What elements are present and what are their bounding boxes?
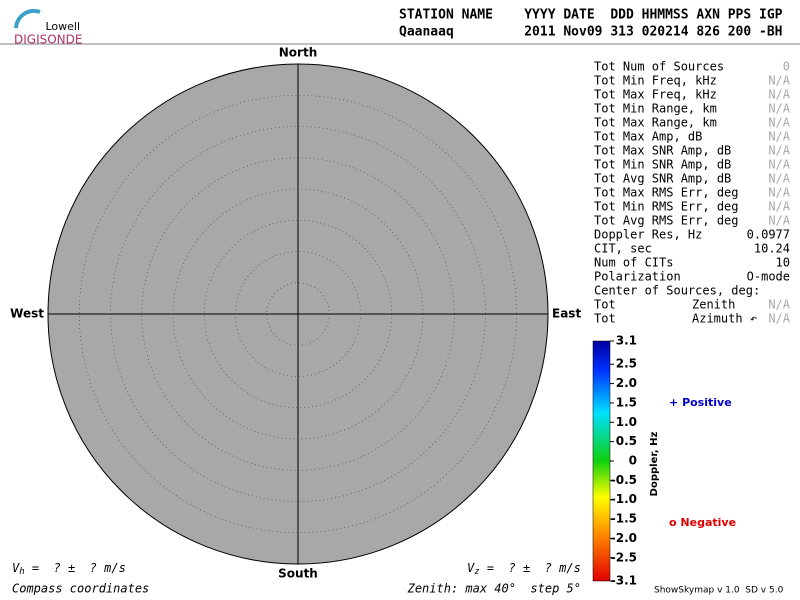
zenith-note: Zenith: max 40° step 5° [407, 582, 581, 596]
stat-label: Center of Sources, deg: [594, 284, 760, 298]
colorbar-tick-label: 1.0 [616, 415, 637, 429]
colorbar-tick-label: -2.0 [611, 531, 637, 545]
stat-label: Tot Avg RMS Err, deg [594, 214, 739, 228]
stat-label: Tot Max Amp, dB [594, 130, 702, 144]
colorbar-tick-label: 2.5 [616, 357, 637, 371]
colorbar-tick-label: -0.5 [611, 473, 637, 487]
vh-velocity: Vh = ? ± ? m/s [12, 561, 126, 577]
stat-value: N/A [768, 144, 790, 158]
vz-velocity: Vz = ? ± ? m/s [467, 561, 581, 577]
stat-label: Tot Num of Sources [594, 60, 724, 74]
coordinates-note: Compass coordinates [12, 582, 149, 596]
colorbar-tick-label: -3.1 [611, 574, 637, 588]
stat-value: 10 [776, 256, 790, 270]
logo-arc [14, 8, 41, 29]
direction-label: North [279, 46, 317, 60]
header-row: STATION NAME YYYY DATE DDD HHMMSS AXN PP… [399, 8, 783, 23]
colorbar-tick-label: 3.1 [616, 334, 637, 348]
stat-value: N/A [768, 74, 790, 88]
footer: ShowSkymap v 1.0 SD v 5.0 [654, 586, 784, 596]
stat-label: Tot [594, 312, 616, 326]
stat-value: N/A [768, 158, 790, 172]
stat-label: Polarization [594, 270, 681, 284]
stat-label: Tot Min Range, km [594, 102, 717, 116]
stat-label: Tot Min RMS Err, deg [594, 200, 739, 214]
stat-value: N/A [768, 172, 790, 186]
stat-label: Tot Max SNR Amp, dB [594, 144, 731, 158]
stat-label: Tot Min Freq, kHz [594, 74, 717, 88]
stat-value: 0.0977 [747, 228, 790, 242]
header-row: Qaanaaq 2011 Nov09 313 020214 826 200 -B… [399, 25, 783, 40]
stat-sub: Zenith [692, 298, 735, 312]
colorbar-tick-label: 0 [629, 454, 637, 468]
stat-label: Doppler Res, Hz [594, 228, 702, 242]
colorbar-tick-label: 1.5 [616, 395, 637, 409]
direction-label: South [278, 567, 318, 581]
colorbar-tick-label: 0.5 [616, 434, 637, 448]
colorbar-tick-label: 2.0 [616, 376, 637, 390]
stat-value: N/A [768, 186, 790, 200]
stat-value: N/A [768, 130, 790, 144]
direction-label: West [10, 307, 44, 321]
stat-label: Tot Min SNR Amp, dB [594, 158, 731, 172]
stat-value: N/A [768, 102, 790, 116]
stat-value: N/A [768, 116, 790, 130]
stat-value: 0 [783, 60, 790, 74]
stat-label: Tot Avg SNR Amp, dB [594, 172, 731, 186]
colorbar-label: Doppler, Hz [649, 432, 660, 497]
direction-label: East [552, 307, 581, 321]
logo-bottom: DIGISONDE [14, 33, 82, 47]
stat-label: Tot Max Range, km [594, 116, 717, 130]
stat-value: N/A [768, 312, 790, 326]
stat-label: CIT, sec [594, 242, 652, 256]
stat-value: N/A [768, 88, 790, 102]
colorbar-tick-label: -1.5 [611, 512, 637, 526]
colorbar [592, 340, 611, 582]
stat-value: 10.24 [754, 242, 790, 256]
stat-sub: Azimuth ↶ [692, 312, 757, 326]
stat-label: Num of CITs [594, 256, 673, 270]
legend-positive: + Positive [669, 396, 732, 409]
stat-value: N/A [768, 298, 790, 312]
stat-value: N/A [768, 200, 790, 214]
logo-top: Lowell [45, 20, 80, 33]
stat-label: Tot [594, 298, 616, 312]
stat-value: N/A [768, 214, 790, 228]
colorbar-tick-label: -2.5 [611, 550, 637, 564]
stat-label: Tot Max Freq, kHz [594, 88, 717, 102]
stat-value: O-mode [747, 270, 790, 284]
legend-negative: o Negative [669, 516, 736, 529]
colorbar-tick-label: -1.0 [611, 492, 637, 506]
stat-label: Tot Max RMS Err, deg [594, 186, 739, 200]
